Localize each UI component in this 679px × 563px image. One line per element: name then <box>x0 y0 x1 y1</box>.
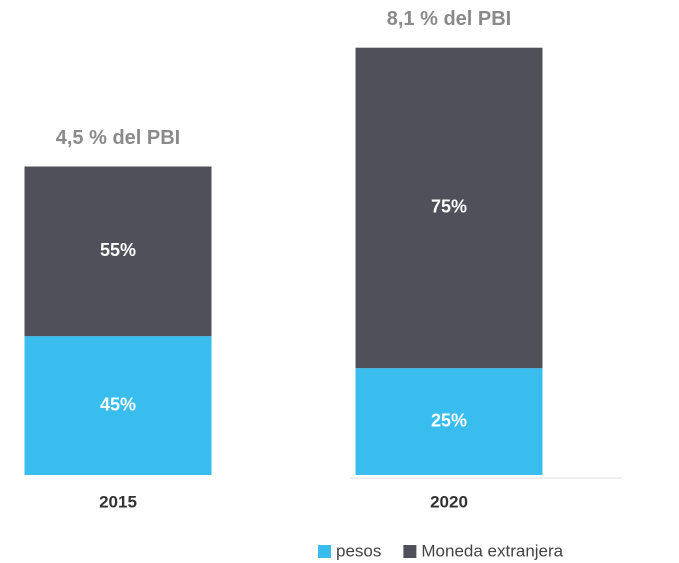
segment-label: 25% <box>431 410 467 430</box>
legend-label: pesos <box>336 541 381 560</box>
total-label: 4,5 % del PBI <box>56 127 181 149</box>
segment-label: 55% <box>100 240 136 260</box>
bar-segment <box>24 336 212 475</box>
bar-segment <box>24 166 212 337</box>
legend-swatch <box>403 545 417 558</box>
bar-segment <box>355 47 543 369</box>
x-tick-label: 2015 <box>99 492 137 511</box>
legend-label: Moneda extranjera <box>421 541 563 560</box>
legend-swatch <box>318 545 331 558</box>
bar-segment <box>355 368 543 475</box>
segment-label: 45% <box>100 394 136 414</box>
total-label: 8,1 % del PBI <box>387 8 512 30</box>
segment-label: 75% <box>431 197 467 217</box>
x-tick-label: 2020 <box>430 492 468 511</box>
